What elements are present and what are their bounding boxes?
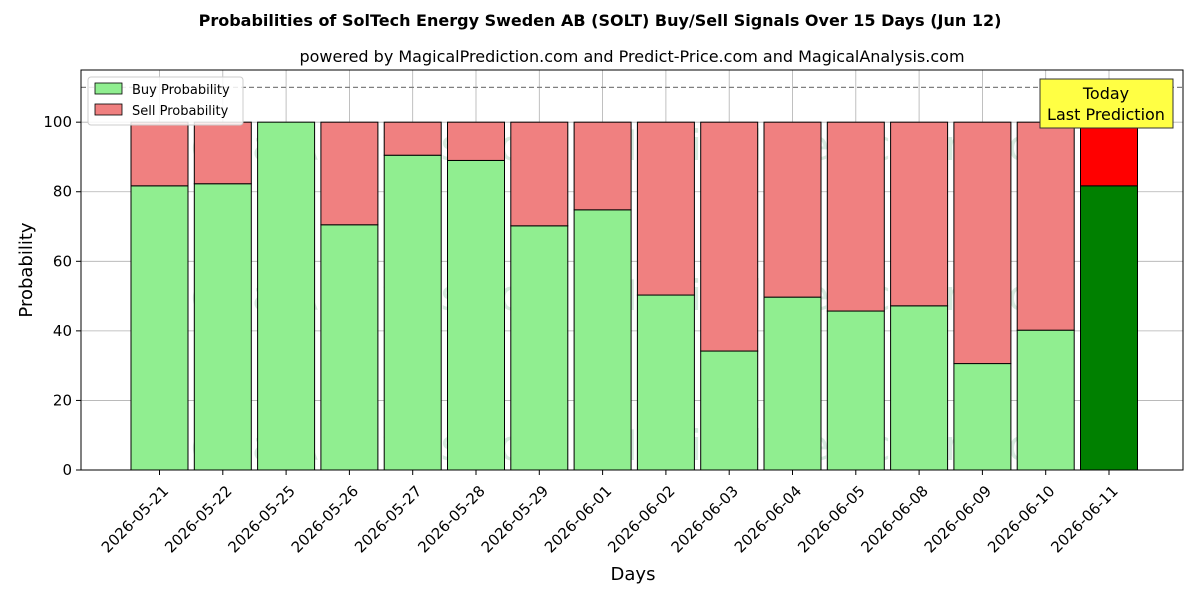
x-tick-label: 2026-06-09 <box>921 482 995 556</box>
x-axis-ticks: 2026-05-212026-05-222026-05-252026-05-26… <box>98 470 1122 556</box>
bar-sell-2026-05-22 <box>193 121 252 185</box>
x-tick-label: 2026-06-08 <box>857 482 931 556</box>
bar-sell-2026-06-01 <box>573 121 632 211</box>
y-tick-label: 20 <box>53 391 72 409</box>
x-tick-label: 2026-05-29 <box>478 482 552 556</box>
plot-frame <box>80 69 1184 471</box>
legend: Buy Probability Sell Probability <box>87 76 244 126</box>
x-tick-label: 2026-06-04 <box>731 482 805 556</box>
y-tick-label: 40 <box>53 322 72 340</box>
bar-sell-2026-06-09 <box>953 121 1012 365</box>
bar-buy-2026-06-11 <box>1080 185 1138 471</box>
x-tick-label: 2026-05-22 <box>161 482 235 556</box>
annotation-box <box>1039 78 1174 129</box>
plot-area: MagicalAnalysis.comMagicalPrediction.com… <box>80 69 1184 471</box>
y-tick-label: 0 <box>62 461 72 479</box>
bar-buy-2026-06-01 <box>573 209 632 471</box>
x-tick-label: 2026-05-28 <box>414 482 488 556</box>
bar-buy-2026-05-26 <box>320 224 379 471</box>
bar-sell-2026-06-05 <box>826 121 885 312</box>
bar-sell-2026-06-11 <box>1080 121 1138 187</box>
bar-sell-2026-05-26 <box>320 121 379 226</box>
bar-buy-2026-06-03 <box>700 350 759 471</box>
legend-box <box>87 76 244 126</box>
bar-buy-2026-06-09 <box>953 363 1012 471</box>
bar-buy-2026-06-04 <box>763 296 822 471</box>
x-tick-label: 2026-06-02 <box>604 482 678 556</box>
x-tick-label: 2026-06-03 <box>668 482 742 556</box>
bar-sell-2026-05-21 <box>130 121 189 187</box>
bar-sell-2026-05-27 <box>383 121 442 156</box>
y-axis-label: Probability <box>16 222 37 317</box>
bar-sell-2026-06-04 <box>763 121 822 298</box>
bar-sell-2026-06-02 <box>636 121 695 296</box>
bar-buy-2026-05-29 <box>510 225 569 471</box>
y-axis-ticks: 0 20 40 60 80 100 <box>43 113 81 479</box>
x-tick-label: 2026-05-21 <box>98 482 172 556</box>
bar-buy-2026-06-08 <box>890 305 949 471</box>
today-annotation: Today Last Prediction <box>1039 78 1174 129</box>
x-tick-label: 2026-05-25 <box>224 482 298 556</box>
bar-buy-2026-05-25 <box>257 121 316 471</box>
y-tick-label: 80 <box>53 183 72 201</box>
legend-label-sell: Sell Probability <box>132 104 229 119</box>
y-tick-label: 60 <box>53 252 72 270</box>
legend-swatch-buy <box>94 82 123 95</box>
bar-buy-2026-05-22 <box>193 183 252 471</box>
bar-buy-2026-05-21 <box>130 185 189 471</box>
bar-sell-2026-06-10 <box>1016 121 1075 331</box>
annotation-line-2: Last Prediction <box>1047 105 1165 124</box>
y-tick-label: 100 <box>43 113 72 131</box>
bar-layer <box>130 121 1138 471</box>
legend-label-buy: Buy Probability <box>132 83 230 98</box>
x-axis-label: Days <box>611 564 656 585</box>
bar-buy-2026-06-10 <box>1016 329 1075 471</box>
bar-buy-2026-05-27 <box>383 154 442 471</box>
x-tick-label: 2026-06-11 <box>1047 482 1121 556</box>
bar-buy-2026-05-28 <box>447 159 505 471</box>
bar-sell-2026-05-28 <box>447 121 505 161</box>
legend-swatch-sell <box>94 103 123 116</box>
chart-title: Probabilities of SolTech Energy Sweden A… <box>199 11 1002 30</box>
x-tick-label: 2026-05-26 <box>288 482 362 556</box>
x-tick-label: 2026-06-01 <box>541 482 615 556</box>
bar-buy-2026-06-05 <box>826 310 885 471</box>
annotation-line-1: Today <box>1082 84 1129 103</box>
x-tick-label: 2026-06-05 <box>794 482 868 556</box>
x-tick-label: 2026-06-10 <box>984 482 1058 556</box>
bar-sell-2026-05-29 <box>510 121 569 227</box>
bar-sell-2026-06-03 <box>700 121 759 352</box>
bar-sell-2026-06-08 <box>890 121 949 307</box>
bar-buy-2026-06-02 <box>636 294 695 471</box>
x-tick-label: 2026-05-27 <box>351 482 425 556</box>
chart-subtitle: powered by MagicalPrediction.com and Pre… <box>299 47 964 66</box>
